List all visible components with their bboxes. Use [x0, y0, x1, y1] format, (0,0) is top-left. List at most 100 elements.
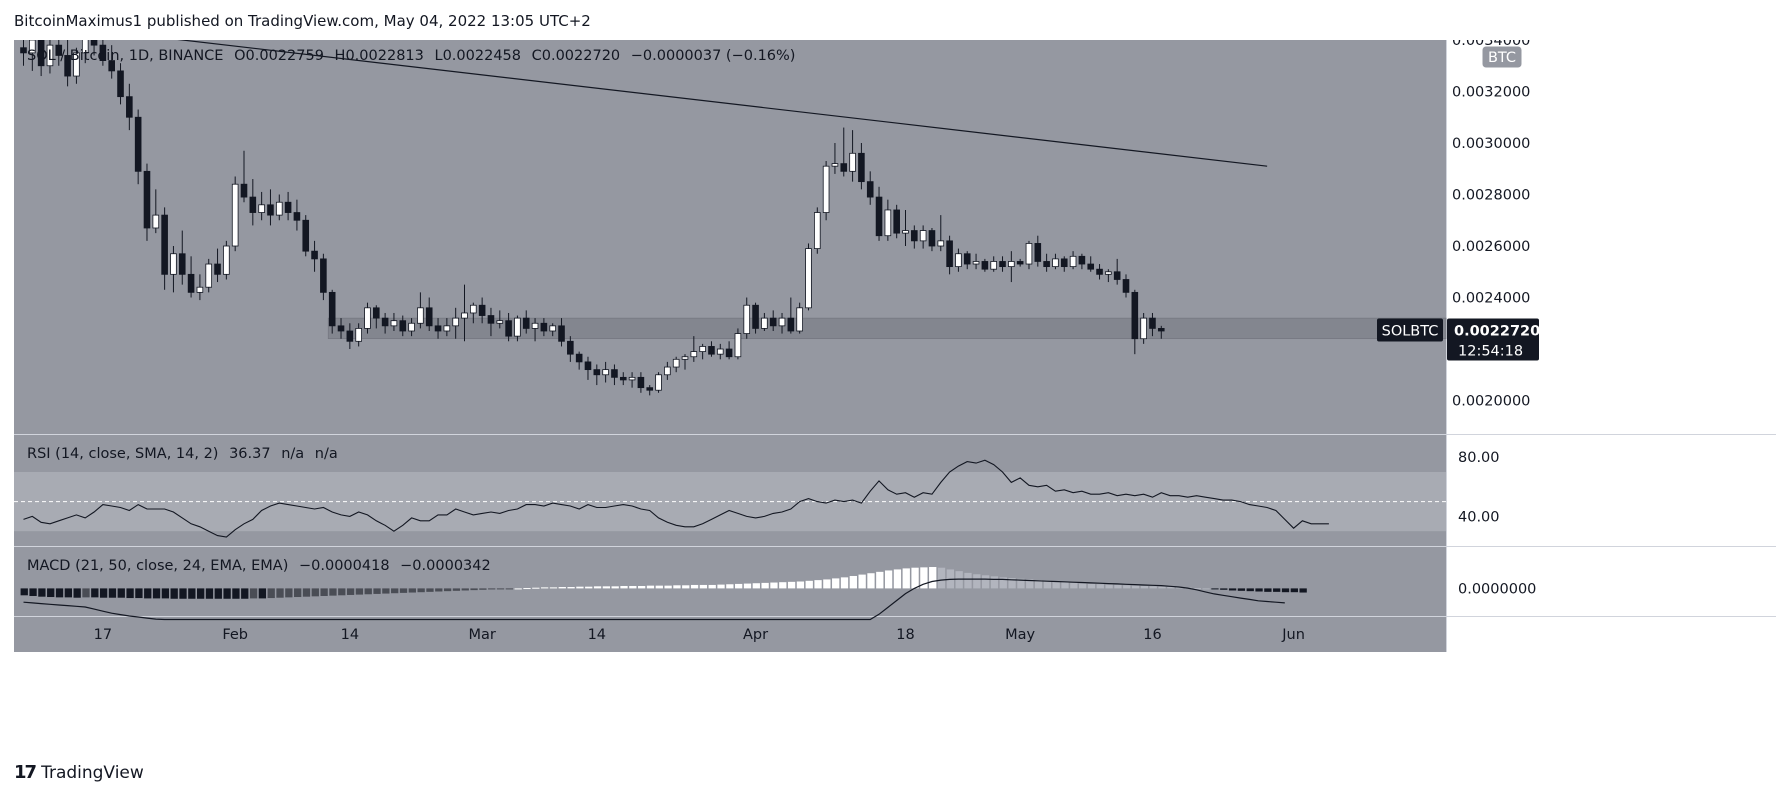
macd-histogram-bar	[893, 569, 902, 589]
candle	[540, 318, 548, 337]
candle	[602, 361, 609, 383]
candle-body	[540, 322, 548, 332]
candle	[390, 312, 398, 331]
time-axis-label: Apr	[743, 627, 768, 643]
candle-body	[355, 328, 362, 342]
candle	[911, 225, 918, 249]
time-axis-label: Feb	[222, 627, 248, 643]
currency-badge[interactable]: BTC	[1481, 45, 1523, 69]
candle	[214, 248, 221, 283]
candle	[1069, 251, 1077, 270]
macd-histogram-bar	[205, 588, 214, 599]
macd-histogram-bar	[655, 585, 663, 589]
candle	[611, 364, 618, 386]
candle	[619, 372, 627, 386]
open-label: O	[234, 48, 246, 64]
macd-histogram-bar	[241, 588, 249, 599]
macd-tick-label: 0.0000000	[1458, 581, 1536, 597]
macd-histogram-bar	[1228, 588, 1237, 591]
candle-body	[849, 152, 856, 172]
macd-histogram-bar	[47, 588, 55, 598]
candle	[1140, 312, 1147, 344]
rsi-label[interactable]: RSI (14, close, SMA, 14, 2)	[27, 446, 219, 462]
macd-histogram-bar	[611, 586, 619, 589]
macd-histogram-bar	[461, 588, 469, 591]
macd-histogram-bar	[329, 588, 337, 596]
candle	[725, 341, 733, 360]
last-price-text: 0.0022720	[1454, 323, 1540, 339]
candle-body	[364, 307, 371, 329]
candle-body	[972, 261, 980, 265]
candle	[1131, 289, 1139, 355]
macd-histogram-bar	[1105, 584, 1113, 589]
candle	[849, 130, 856, 182]
macd-histogram-bar	[1255, 588, 1263, 592]
macd-histogram-bar	[840, 577, 849, 589]
candle-body	[90, 40, 98, 46]
macd-histogram-bar	[382, 588, 390, 594]
candle-body	[884, 209, 892, 237]
macd-histogram-bar	[884, 570, 893, 589]
candle	[955, 248, 962, 272]
candle-body	[126, 96, 133, 118]
macd-histogram-bar	[876, 571, 884, 589]
candle-body	[514, 317, 521, 337]
macd-histogram-bar	[602, 586, 611, 589]
candle-body	[1087, 263, 1095, 270]
macd-histogram-bar	[726, 584, 734, 589]
currency-badge-text: BTC	[1488, 50, 1516, 66]
candle-body	[522, 317, 530, 329]
candle	[999, 256, 1006, 272]
candle	[381, 312, 389, 334]
candle-body	[822, 165, 830, 213]
macd-histogram-bar	[664, 585, 672, 589]
candle-body	[981, 261, 989, 270]
macd-histogram-bar	[999, 577, 1007, 589]
candle	[1105, 269, 1112, 283]
candle-body	[267, 204, 274, 216]
candle	[399, 315, 407, 337]
macd-histogram-bar	[470, 588, 478, 591]
candle-body	[205, 263, 213, 288]
candle-body	[311, 250, 318, 260]
candle-body	[743, 304, 751, 334]
macd-histogram-bar	[1290, 588, 1298, 593]
candle-body	[990, 261, 997, 270]
macd-histogram-bar	[135, 588, 143, 599]
symbol-label[interactable]: SOL / Bitcoin, 1D, BINANCE	[27, 48, 224, 64]
candle-body	[20, 47, 27, 54]
macd-histogram-bar	[426, 588, 434, 592]
candle	[161, 207, 168, 290]
candle-body	[231, 183, 239, 247]
candle-body	[1078, 255, 1086, 265]
macd-histogram-bar	[170, 588, 178, 599]
macd-label[interactable]: MACD (21, 50, close, 24, EMA, EMA)	[27, 558, 289, 574]
macd-histogram-bar	[285, 588, 293, 598]
candle-body	[628, 376, 636, 381]
candle	[46, 40, 54, 74]
candle	[293, 199, 301, 231]
close-label: C	[531, 48, 542, 64]
candle-body	[408, 322, 415, 332]
candle	[417, 292, 424, 329]
candle	[284, 191, 292, 221]
footer-brand[interactable]: TradingView	[41, 762, 144, 783]
candle	[108, 45, 116, 79]
candle-body	[443, 325, 451, 332]
macd-histogram-bar	[1026, 579, 1034, 589]
macd-histogram-bar	[585, 586, 593, 589]
symbol-tag-text: SOLBTC	[1382, 323, 1439, 339]
candle	[558, 318, 565, 347]
chart-canvas[interactable]: 0.0034000 0.0032000 0.0030000 0.0028000 0.00…	[14, 40, 1776, 746]
candle	[425, 297, 433, 331]
candle-body	[461, 312, 468, 319]
candle-body	[549, 325, 556, 332]
candle	[1113, 258, 1121, 285]
macd-histogram-bar	[214, 588, 222, 599]
candle	[275, 194, 283, 221]
macd-histogram-bar	[258, 588, 267, 599]
macd-histogram-bar	[1123, 585, 1131, 589]
macd-histogram-bar	[955, 571, 963, 589]
candle	[64, 40, 71, 87]
candle	[593, 364, 601, 386]
